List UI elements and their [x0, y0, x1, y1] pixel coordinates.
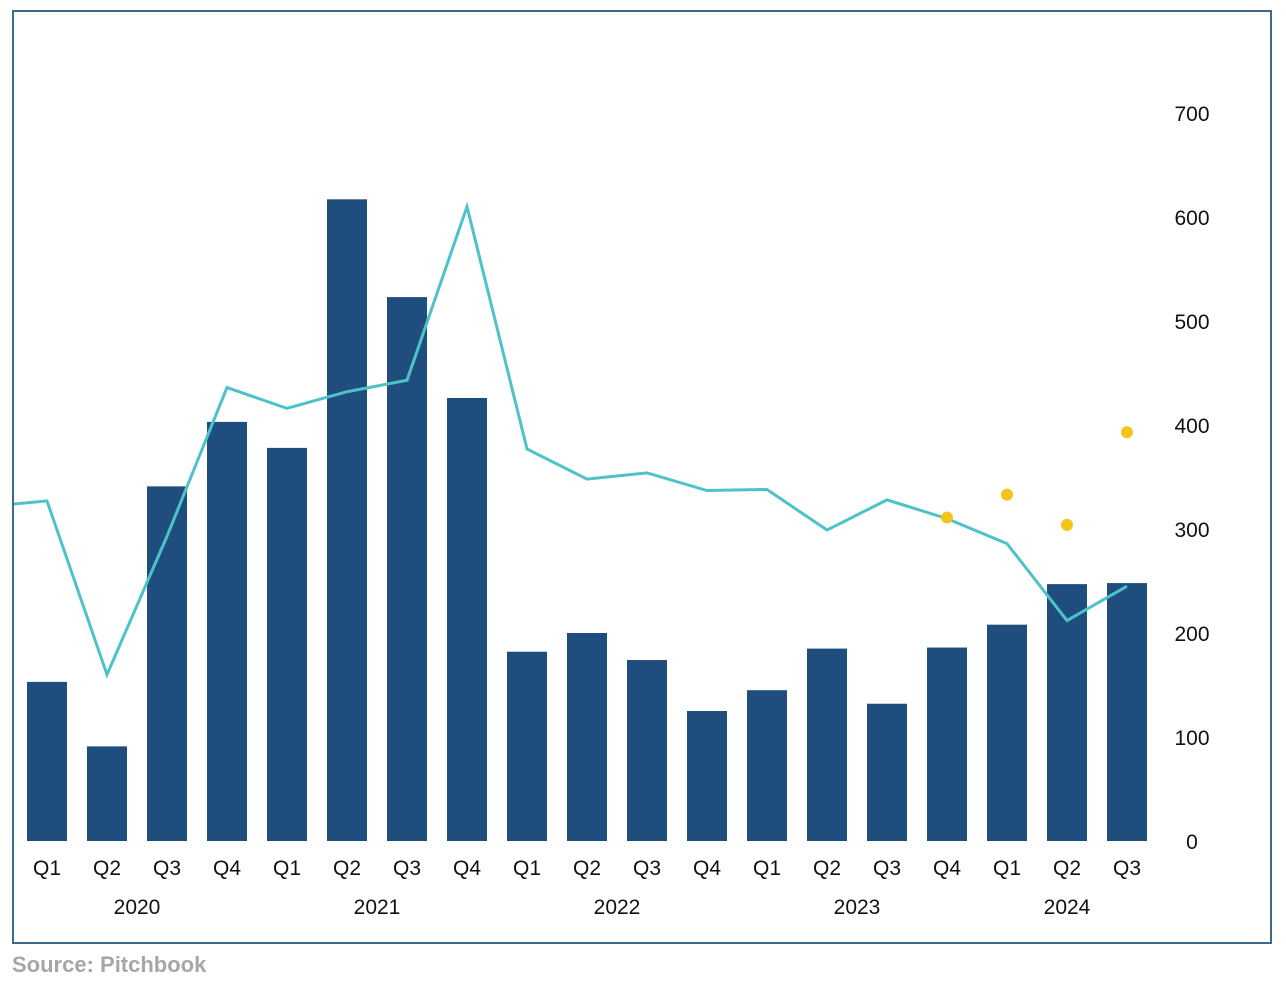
x-category-label: Q4: [213, 857, 241, 880]
bar-11: [627, 660, 667, 841]
x-axis-category-labels: Q1 Q2 Q3 Q4 Q1 Q2 Q3 Q4 Q1 Q2 Q3 Q4 Q1 Q2 Q3 Q4 Q1 Q2 Q3: [33, 857, 1141, 880]
x-category-label: Q2: [1053, 857, 1081, 880]
x-year-label: 2022: [594, 896, 641, 919]
bar-13: [747, 690, 787, 841]
bar-14: [807, 648, 847, 841]
bar-15: [867, 703, 907, 841]
x-category-label: Q3: [393, 857, 421, 880]
y-tick-label: 700: [1174, 103, 1209, 126]
bar-3: [147, 486, 187, 841]
bar-18: [1047, 584, 1087, 841]
bar-12: [687, 711, 727, 841]
x-category-label: Q3: [633, 857, 661, 880]
y-axis-tick-labels: 0 100 200 300 400 500 600 700: [1174, 103, 1209, 854]
y-tick-label: 400: [1174, 415, 1209, 438]
bar-19: [1107, 583, 1147, 841]
x-category-label: Q3: [153, 857, 181, 880]
x-category-label: Q2: [333, 857, 361, 880]
x-category-label: Q1: [273, 857, 301, 880]
x-category-label: Q4: [933, 857, 961, 880]
bar-series: [27, 199, 1147, 842]
bar-1: [27, 681, 67, 841]
x-year-label: 2021: [354, 896, 401, 919]
x-category-label: Q2: [573, 857, 601, 880]
x-category-label: Q2: [93, 857, 121, 880]
x-category-label: Q1: [993, 857, 1021, 880]
dot-1: [941, 511, 953, 524]
y-tick-label: 0: [1186, 831, 1198, 854]
chart-frame: [12, 10, 1272, 944]
x-year-label: 2020: [114, 896, 161, 919]
x-category-label: Q1: [513, 857, 541, 880]
bar-5: [267, 447, 307, 841]
bar-6: [327, 199, 367, 841]
bar-16: [927, 647, 967, 841]
x-year-label: 2024: [1044, 896, 1091, 919]
line-series: [13, 201, 1128, 679]
y-tick-label: 200: [1174, 623, 1209, 646]
x-category-label: Q4: [453, 857, 481, 880]
x-category-label: Q3: [1113, 857, 1141, 880]
x-category-label: Q3: [873, 857, 901, 880]
bar-17: [987, 624, 1027, 841]
bar-10: [567, 633, 607, 841]
y-tick-label: 500: [1174, 311, 1209, 334]
source-note: Source: Pitchbook: [12, 952, 207, 977]
bar-4: [207, 421, 247, 841]
x-category-label: Q1: [753, 857, 781, 880]
scatter-series: [941, 426, 1133, 531]
x-category-label: Q4: [693, 857, 721, 880]
x-axis-year-labels: 2020 2021 2022 2023 2024: [114, 896, 1091, 919]
dot-3: [1061, 518, 1073, 531]
bar-7: [387, 297, 427, 842]
dot-4: [1121, 426, 1133, 439]
x-category-label: Q2: [813, 857, 841, 880]
x-year-label: 2023: [834, 896, 881, 919]
line-path: [13, 201, 1128, 679]
bar-9: [507, 651, 547, 841]
y-tick-label: 300: [1174, 519, 1209, 542]
x-category-label: Q1: [33, 857, 61, 880]
y-tick-label: 100: [1174, 727, 1209, 750]
y-tick-label: 600: [1174, 207, 1209, 230]
bar-2: [87, 746, 127, 841]
dot-2: [1001, 488, 1013, 501]
bar-8: [447, 397, 487, 841]
